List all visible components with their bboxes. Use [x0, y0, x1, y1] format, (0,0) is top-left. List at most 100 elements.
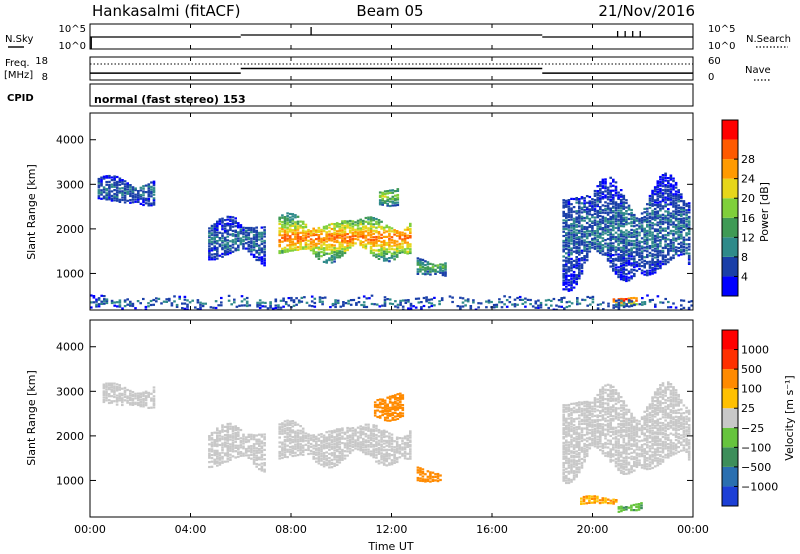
- heatmap-cell: [648, 273, 652, 276]
- heatmap-cell: [635, 269, 639, 272]
- heatmap-cell: [252, 453, 256, 456]
- heatmap-cell: [593, 232, 597, 235]
- heatmap-cell: [609, 454, 612, 457]
- heatmap-cell: [317, 242, 321, 245]
- heatmap-cell: [630, 208, 633, 212]
- heatmap-cell: [565, 457, 568, 460]
- heatmap-cell: [328, 234, 331, 237]
- heatmap-cell: [244, 438, 248, 441]
- heatmap-cell: [570, 469, 573, 472]
- heatmap-cell: [562, 199, 565, 202]
- heatmap-cell: [343, 221, 347, 224]
- heatmap-cell: [575, 234, 578, 237]
- heatmap-cell: [653, 237, 657, 240]
- heatmap-cell: [100, 182, 103, 185]
- heatmap-cell: [113, 195, 116, 198]
- heatmap-cell: [667, 247, 670, 251]
- heatmap-cell: [575, 225, 578, 228]
- heatmap-cell: [304, 439, 308, 442]
- heatmap-cell: [565, 421, 568, 424]
- heatmap-cell: [208, 465, 211, 469]
- heatmap-cell: [570, 239, 573, 242]
- heatmap-cell: [333, 458, 336, 461]
- heatmap-cell: [296, 429, 300, 432]
- heatmap-cell: [367, 445, 370, 448]
- heatmap-cell: [419, 479, 422, 482]
- heatmap-cell: [565, 256, 568, 259]
- heatmap-cell: [580, 236, 584, 239]
- heatmap-cell: [346, 236, 349, 239]
- heatmap-cell: [580, 270, 584, 273]
- heatmap-cell: [399, 405, 402, 408]
- heatmap-cell: [606, 233, 610, 236]
- heatmap-cell: [617, 303, 621, 306]
- heatmap-cell: [614, 453, 618, 457]
- heatmap-cell: [659, 187, 662, 191]
- heatmap-cell: [309, 437, 313, 440]
- heatmap-cell: [567, 477, 571, 480]
- heatmap-cell: [609, 222, 612, 225]
- freq-label: Freq.: [5, 58, 30, 69]
- heatmap-cell: [395, 243, 399, 246]
- heatmap-cell: [651, 266, 654, 269]
- heatmap-cell: [622, 470, 626, 473]
- heatmap-cell: [439, 269, 442, 272]
- heatmap-cell: [464, 299, 467, 302]
- heatmap-cell: [283, 447, 287, 450]
- heatmap-cell: [291, 213, 295, 216]
- heatmap-cell: [226, 442, 230, 445]
- heatmap-cell: [223, 443, 227, 446]
- heatmap-cell: [567, 426, 571, 429]
- heatmap-cell: [301, 430, 305, 433]
- heatmap-cell: [593, 401, 597, 404]
- heatmap-cell: [409, 452, 412, 455]
- heatmap-cell: [105, 198, 108, 201]
- heatmap-cell: [147, 195, 151, 198]
- heatmap-cell: [395, 445, 399, 448]
- heatmap-cell: [619, 257, 623, 261]
- heatmap-cell: [393, 459, 396, 462]
- heatmap-cell: [351, 445, 355, 448]
- heatmap-cell: [359, 430, 362, 433]
- heatmap-cell: [382, 241, 386, 244]
- heatmap-cell: [377, 219, 381, 222]
- heatmap-cell: [687, 300, 691, 303]
- heatmap-cell: [403, 239, 407, 242]
- heatmap-cell: [399, 299, 402, 302]
- heatmap-cell: [129, 304, 132, 307]
- heatmap-cell: [420, 301, 423, 304]
- heatmap-cell: [570, 249, 573, 252]
- heatmap-cell: [439, 478, 442, 482]
- heatmap-cell: [247, 232, 251, 235]
- heatmap-cell: [617, 412, 620, 415]
- heatmap-cell: [625, 238, 628, 241]
- heatmap-cell: [393, 252, 396, 256]
- heatmap-cell: [296, 423, 300, 426]
- heatmap-cell: [338, 254, 342, 257]
- heatmap-cell: [369, 247, 373, 250]
- heatmap-cell: [255, 458, 258, 461]
- heatmap-cell: [234, 247, 237, 250]
- heatmap-cell: [335, 450, 339, 453]
- heatmap-cell: [291, 238, 295, 241]
- heatmap-cell: [147, 406, 150, 409]
- heatmap-cell: [144, 202, 148, 205]
- heatmap-cell: [630, 211, 633, 215]
- heatmap-cell: [395, 456, 399, 460]
- heatmap-cell: [565, 408, 568, 411]
- heatmap-cell: [578, 444, 581, 447]
- heatmap-cell: [609, 189, 612, 192]
- heatmap-cell: [612, 385, 615, 388]
- heatmap-cell: [102, 177, 106, 180]
- y-tick-label: 1000: [56, 267, 84, 280]
- heatmap-cell: [286, 450, 289, 453]
- heatmap-cell: [134, 198, 137, 201]
- heatmap-cell: [680, 249, 683, 252]
- power-panel: [89, 112, 694, 311]
- heatmap-cell: [599, 188, 602, 191]
- heatmap-cell: [296, 449, 300, 452]
- heatmap-cell: [619, 259, 623, 262]
- heatmap-cell: [226, 425, 230, 428]
- heatmap-cell: [386, 419, 389, 422]
- heatmap-cell: [296, 241, 300, 244]
